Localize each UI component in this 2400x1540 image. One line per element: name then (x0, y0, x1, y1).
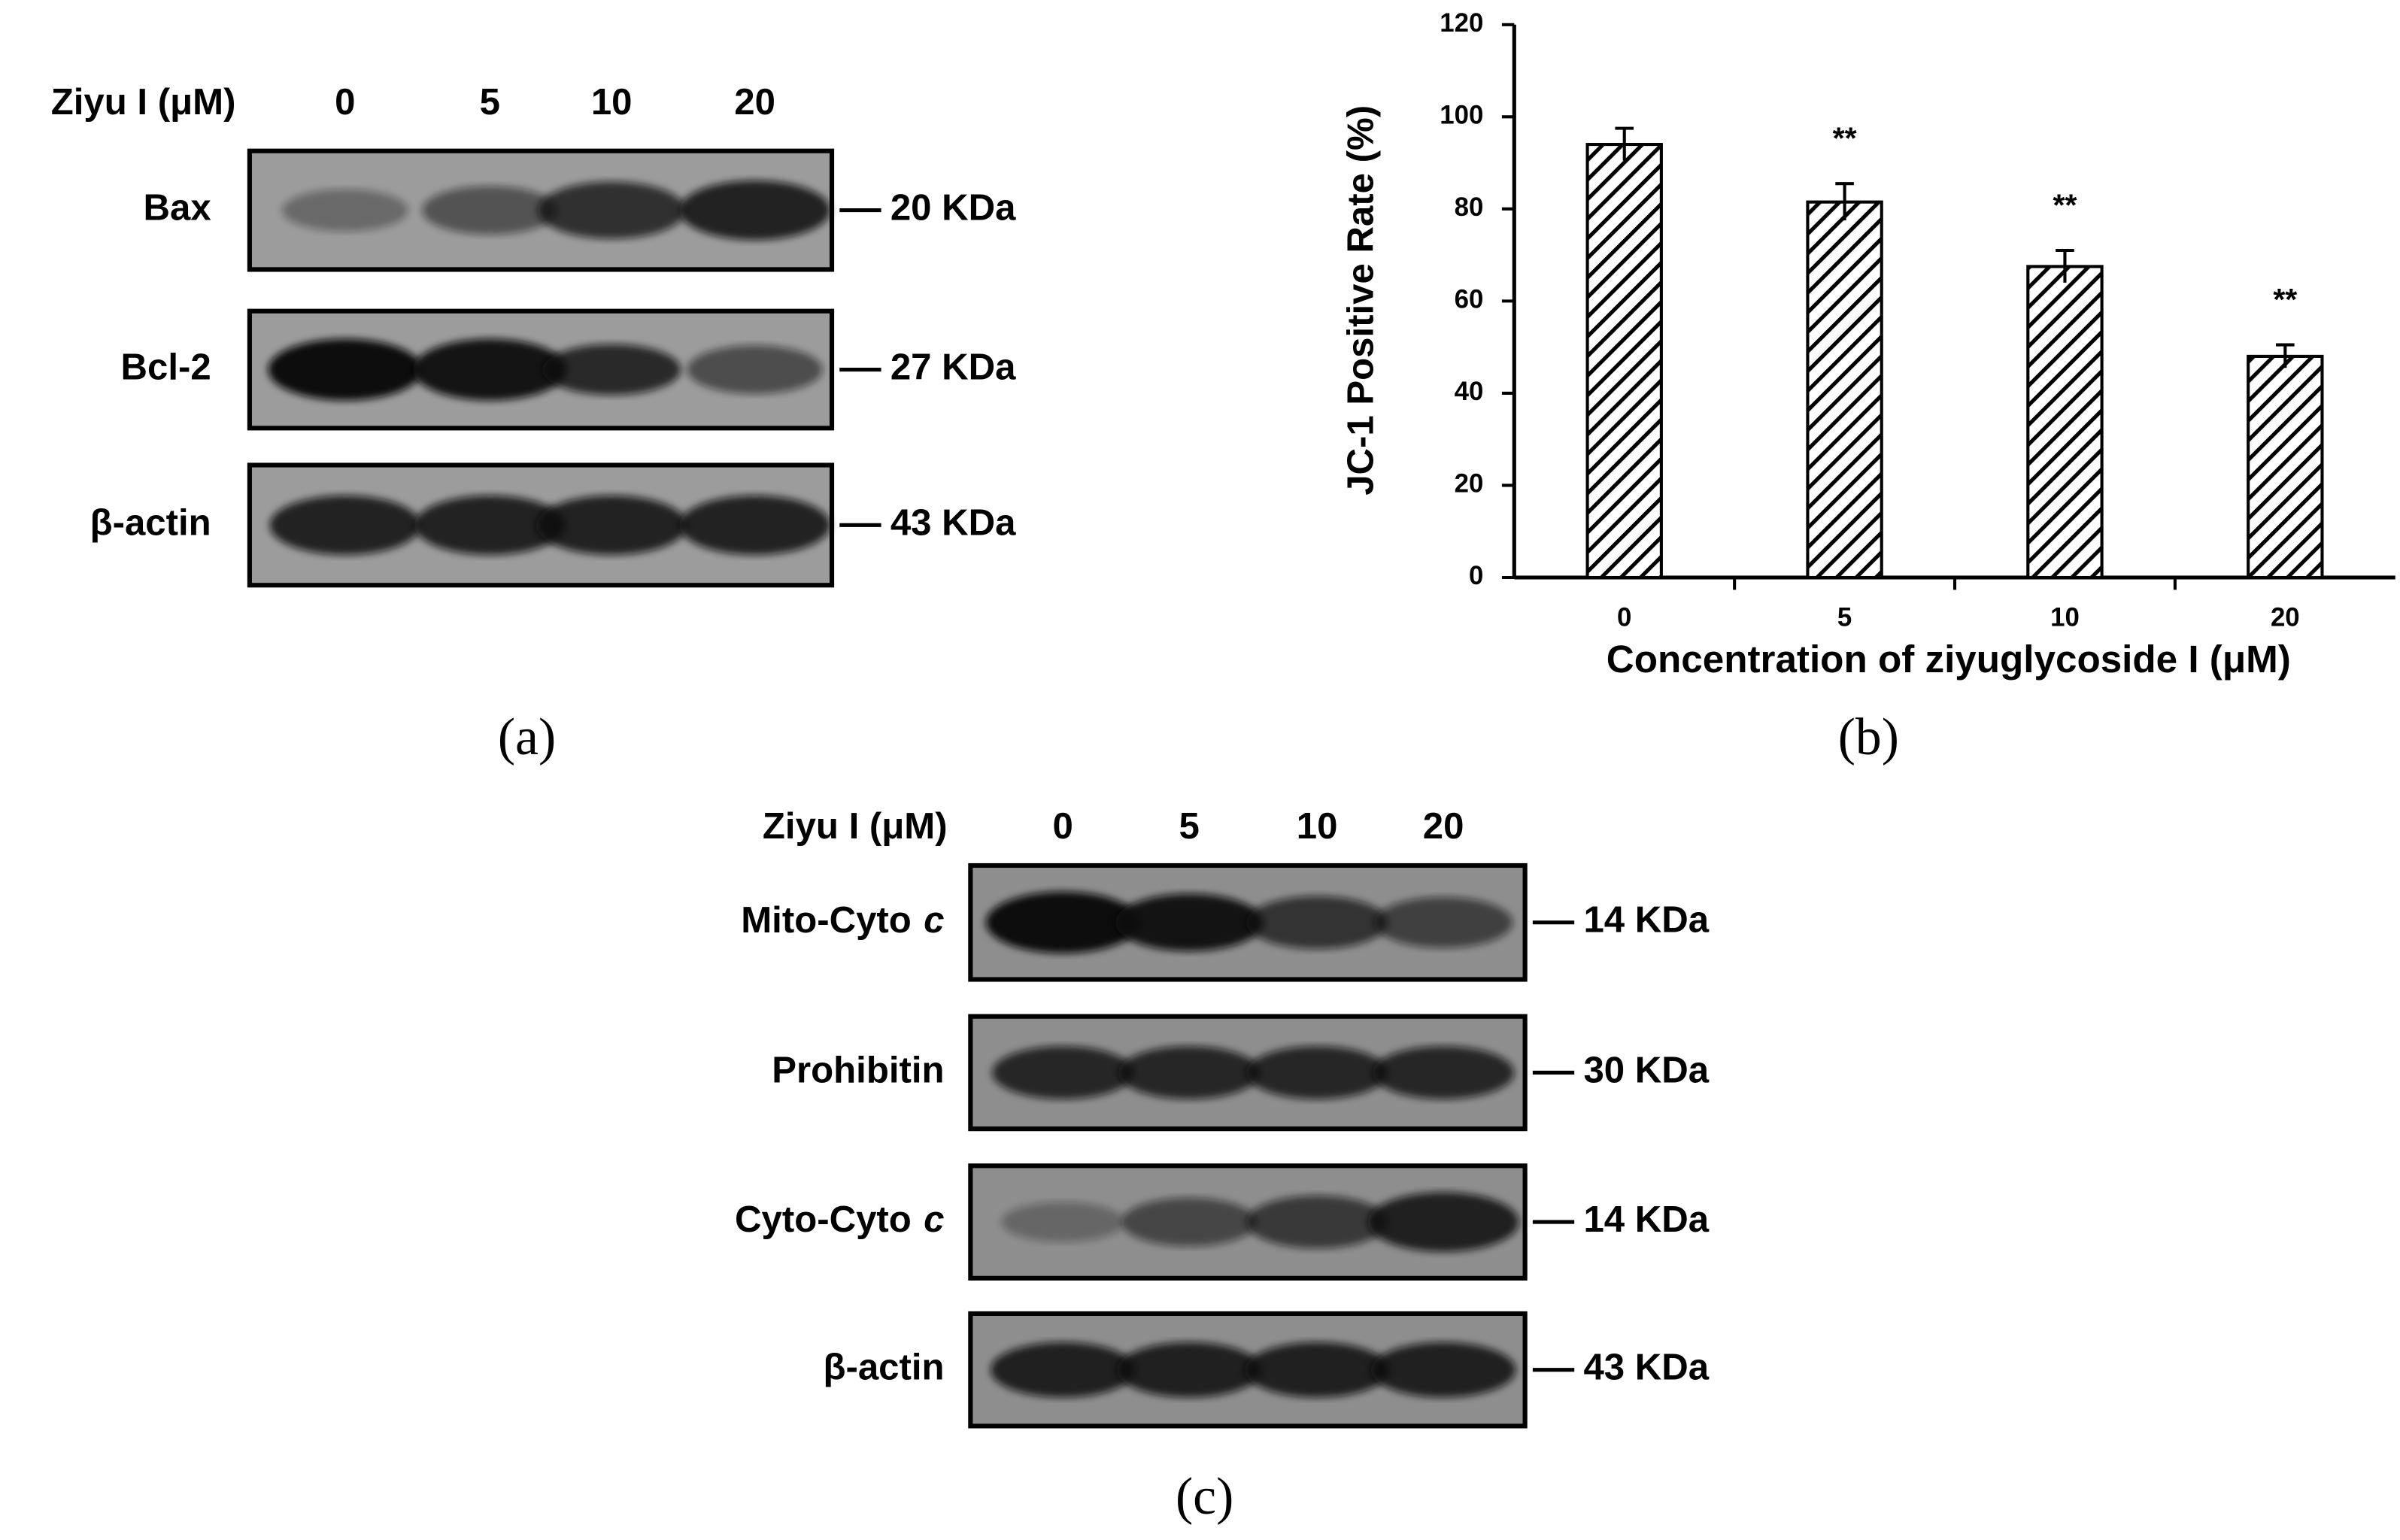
size-label: 43 KDa (1583, 1348, 1709, 1388)
band (542, 344, 681, 396)
panel-caption: (a) (498, 708, 556, 766)
y-tick-label: 120 (1440, 8, 1483, 38)
size-label: 14 KDa (1583, 1199, 1709, 1240)
band (687, 345, 823, 394)
row-label-italic: c (924, 1199, 944, 1240)
significance-mark: ** (2273, 282, 2297, 317)
row-label-text: Bcl-2 (121, 347, 211, 388)
band (268, 338, 423, 401)
band (1373, 896, 1513, 948)
lane-label: 20 (1423, 806, 1464, 847)
row-label: β-actin (90, 502, 211, 543)
lane-label: 10 (591, 82, 633, 123)
size-label: 43 KDa (891, 502, 1016, 543)
bar (1806, 200, 1883, 580)
x-tick-label: 5 (1837, 602, 1852, 632)
significance-mark: ** (2053, 187, 2077, 222)
lane-label: 20 (734, 82, 775, 123)
band (536, 495, 687, 555)
row-label-text: Prohibitin (772, 1050, 944, 1090)
row-label: Bax (144, 188, 211, 229)
significance-mark: ** (1833, 121, 1857, 156)
size-label: 30 KDa (1583, 1050, 1709, 1090)
y-tick-label: 60 (1455, 285, 1484, 314)
row-label: Bcl-2 (121, 347, 211, 388)
x-tick-label: 10 (2050, 602, 2080, 632)
y-axis-title: JC-1 Positive Rate (%) (1341, 105, 1382, 496)
band (414, 495, 566, 555)
error-bar (2056, 248, 2074, 283)
band (281, 189, 408, 232)
y-tick-label: 0 (1469, 561, 1483, 590)
x-tick-label: 20 (2271, 602, 2300, 632)
error-bar (2276, 343, 2295, 368)
size-label: 20 KDa (891, 188, 1016, 229)
lane-label: 0 (1053, 806, 1073, 847)
band (992, 1046, 1134, 1099)
lane-label: 5 (480, 82, 500, 123)
bar (1585, 143, 1663, 580)
row-label: Prohibitin (772, 1050, 944, 1090)
header-label: Ziyu I (μM) (51, 82, 236, 123)
band (1370, 1342, 1516, 1398)
band (1367, 1192, 1519, 1252)
x-tick-label: 0 (1617, 602, 1631, 632)
error-bar (1835, 182, 1854, 221)
bar (2026, 265, 2104, 580)
row-label: Cyto-Cyto c (735, 1199, 944, 1240)
band (679, 495, 830, 555)
error-bar (1615, 126, 1634, 161)
y-tick-label: 40 (1455, 377, 1484, 406)
band (1118, 1046, 1261, 1099)
band (990, 1342, 1136, 1398)
row-label-text: Mito-Cyto (741, 900, 912, 941)
band (679, 180, 830, 241)
y-tick-label: 20 (1455, 469, 1484, 499)
band (1115, 893, 1264, 951)
band (1244, 1342, 1390, 1398)
band (1246, 1195, 1388, 1249)
band (985, 891, 1140, 953)
header-label: Ziyu I (μM) (763, 806, 948, 847)
size-label: 27 KDa (891, 347, 1016, 388)
panel-caption: (c) (1176, 1468, 1233, 1526)
x-axis-title: Concentration of ziyuglycoside I (μM) (1607, 638, 2291, 681)
row-label: Mito-Cyto c (741, 900, 944, 941)
lane-label: 0 (335, 82, 355, 123)
lane-label: 5 (1179, 806, 1199, 847)
row-label-text: Bax (144, 188, 211, 229)
band (1121, 1197, 1258, 1247)
size-label: 14 KDa (1583, 900, 1709, 941)
row-label: β-actin (823, 1348, 944, 1388)
lane-label: 10 (1297, 806, 1338, 847)
band (1372, 1046, 1515, 1099)
band (1001, 1202, 1125, 1242)
band (269, 495, 421, 555)
panel-caption: (b) (1838, 708, 1899, 766)
bar (2247, 354, 2324, 580)
row-label-text: β-actin (823, 1348, 944, 1388)
band (537, 181, 686, 239)
band (422, 186, 558, 235)
y-tick-label: 100 (1440, 101, 1483, 130)
y-tick-label: 80 (1455, 192, 1484, 222)
row-label-text: Cyto-Cyto (735, 1199, 912, 1240)
band (412, 338, 567, 401)
band (1246, 1046, 1388, 1099)
band (1246, 896, 1388, 949)
band (1116, 1342, 1262, 1398)
row-label-text: β-actin (90, 502, 211, 543)
row-label-italic: c (924, 900, 944, 941)
